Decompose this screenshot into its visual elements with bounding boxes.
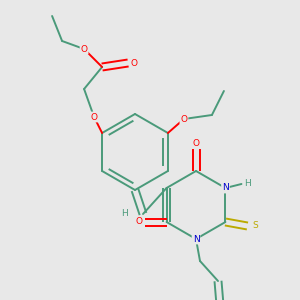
- Text: S: S: [253, 221, 258, 230]
- Text: N: N: [193, 235, 200, 244]
- Text: O: O: [81, 44, 88, 53]
- Text: O: O: [135, 218, 142, 226]
- Text: H: H: [244, 179, 251, 188]
- Text: O: O: [130, 58, 138, 68]
- Text: H: H: [122, 209, 128, 218]
- Text: O: O: [193, 139, 200, 148]
- Text: O: O: [180, 115, 188, 124]
- Text: O: O: [91, 112, 98, 122]
- Text: N: N: [222, 184, 229, 193]
